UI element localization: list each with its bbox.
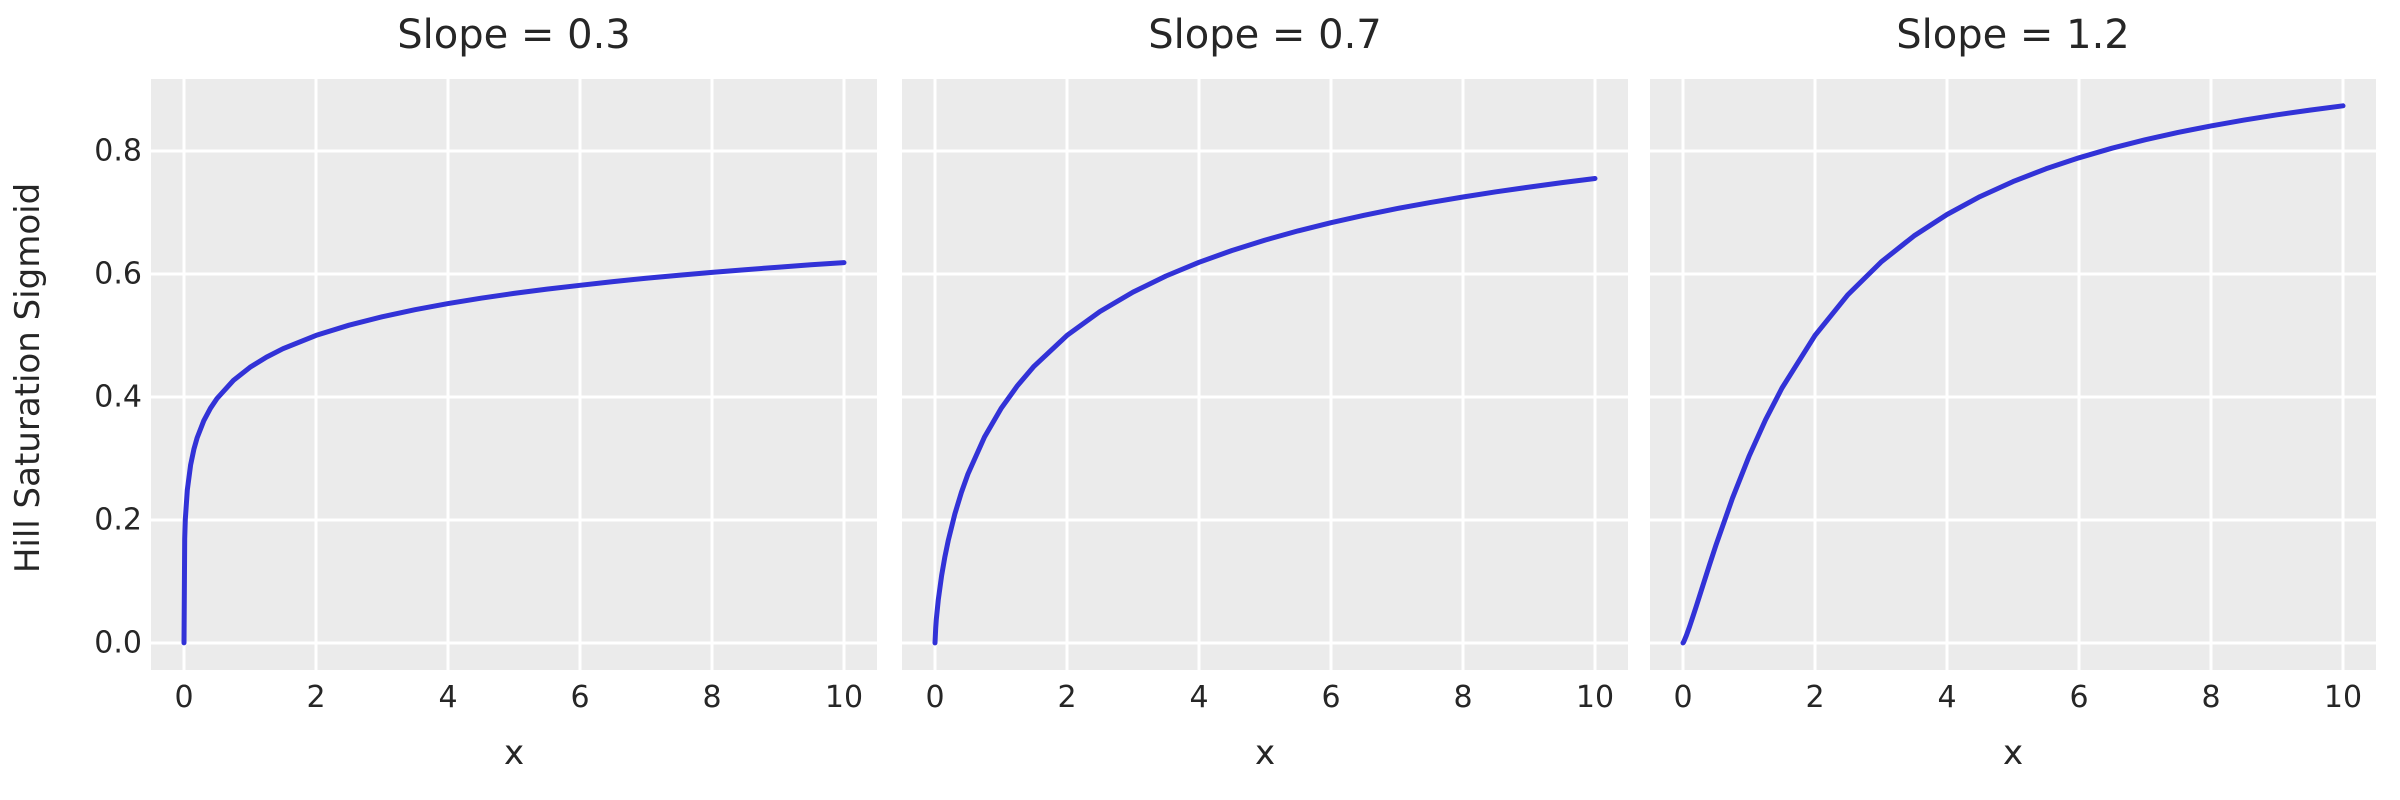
- subplot-title: Slope = 0.3: [397, 12, 631, 58]
- subplot-slope-1.2: Slope = 1.2 x 0 2 4 6 8 10: [1650, 0, 2376, 800]
- x-tick-label: 6: [1321, 680, 1341, 715]
- x-tick-label: 6: [570, 680, 590, 715]
- plot-area: [902, 79, 1628, 670]
- x-tick-label: 10: [1575, 680, 1615, 715]
- line-chart-canvas: [902, 79, 1628, 670]
- x-tick-label: 8: [702, 680, 722, 715]
- x-tick-label: 10: [824, 680, 864, 715]
- subplot-slope-0.3: Slope = 0.3 x 0 2 4 6 8 10: [151, 0, 877, 800]
- x-tick-label: 2: [306, 680, 326, 715]
- subplot-slope-0.7: Slope = 0.7 x 0 2 4 6 8 10: [902, 0, 1628, 800]
- y-tick-label: 0.4: [94, 379, 142, 415]
- x-tick-label: 10: [2323, 680, 2363, 715]
- x-tick-label: 8: [2201, 680, 2221, 715]
- plot-area: [1650, 79, 2376, 670]
- subplot-title: Slope = 1.2: [1896, 12, 2130, 58]
- y-tick-label: 0.8: [94, 133, 142, 169]
- y-axis-label: Hill Saturation Sigmoid: [8, 182, 48, 574]
- x-axis-label: x: [503, 733, 525, 773]
- y-tick-label: 0.6: [94, 256, 142, 292]
- y-tick-label: 0.0: [94, 625, 142, 661]
- x-axis-label: x: [1254, 733, 1276, 773]
- hill-sigmoid-curve: [181, 260, 847, 646]
- hill-sigmoid-curve: [932, 176, 1598, 646]
- y-tick-label: 0.2: [94, 502, 142, 538]
- line-chart-canvas: [1650, 79, 2376, 670]
- x-tick-label: 4: [438, 680, 458, 715]
- hill-sigmoid-curve: [1680, 103, 2346, 646]
- x-tick-label: 0: [925, 680, 945, 715]
- plot-area: [151, 79, 877, 670]
- subplot-title: Slope = 0.7: [1148, 12, 1382, 58]
- x-tick-label: 2: [1057, 680, 1077, 715]
- x-axis-label: x: [2002, 733, 2024, 773]
- x-tick-label: 8: [1453, 680, 1473, 715]
- x-tick-label: 2: [1805, 680, 1825, 715]
- x-tick-label: 6: [2069, 680, 2089, 715]
- x-tick-label: 0: [1673, 680, 1693, 715]
- x-tick-label: 4: [1189, 680, 1209, 715]
- x-tick-label: 0: [174, 680, 194, 715]
- x-tick-label: 4: [1937, 680, 1957, 715]
- line-chart-canvas: [151, 79, 877, 670]
